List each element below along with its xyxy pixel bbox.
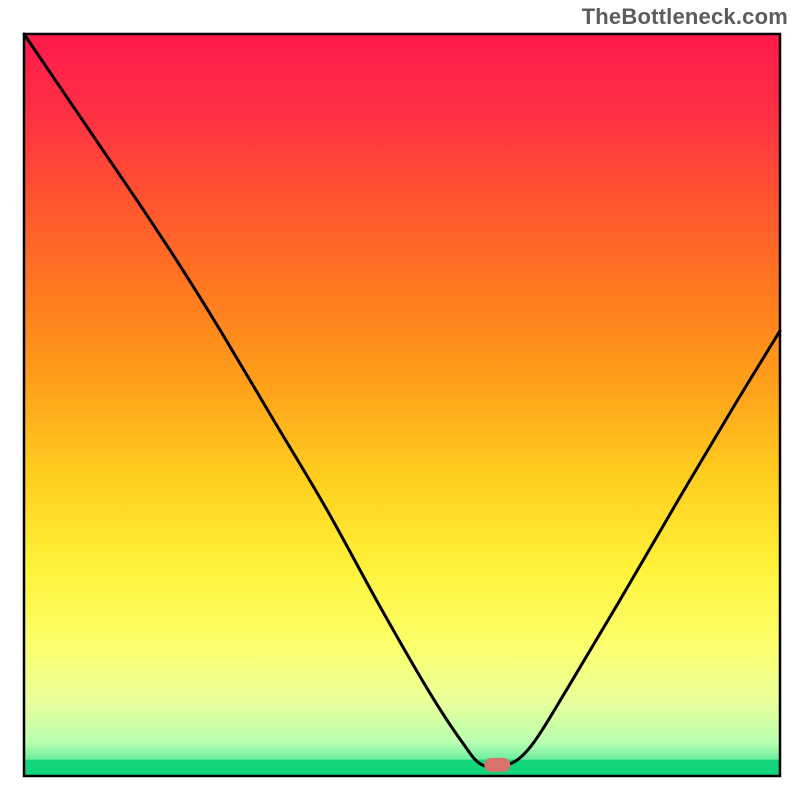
- optimum-marker: [484, 758, 510, 772]
- stage: TheBottleneck.com: [0, 0, 800, 800]
- chart-bottom-band: [24, 760, 780, 776]
- bottleneck-chart: [0, 0, 800, 800]
- watermark-text: TheBottleneck.com: [582, 4, 788, 30]
- chart-background: [24, 34, 780, 776]
